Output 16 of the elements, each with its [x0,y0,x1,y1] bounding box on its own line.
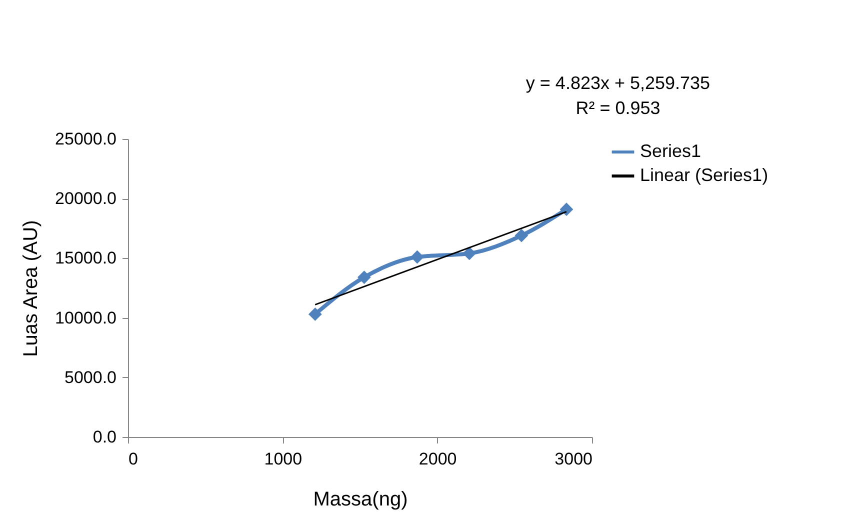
text: R² = 0.953 [576,98,660,118]
x-tick-label: 1000 [264,450,302,468]
y-tick-label: 25000.0 [55,130,116,148]
x-tick-label: 3000 [554,450,592,468]
legend-label: Series1 [640,141,702,161]
y-axis-title: Luas Area (AU) [20,220,42,357]
legend-label: Linear (Series1) [640,165,768,185]
y-tick-label: 10000.0 [55,308,116,328]
x-tick-label: 2000 [418,450,457,468]
text: y = 4.823x + 5,259.735 [526,73,710,93]
y-tick-label: 15000.0 [55,248,116,268]
x-axis-title: Massa(ng) [313,488,408,510]
y-tick-label: 5000.0 [64,368,116,387]
y-tick-label: 0.0 [92,428,116,446]
x-tick-label: 0 [128,450,138,468]
y-tick-label: 20000.0 [55,189,116,208]
